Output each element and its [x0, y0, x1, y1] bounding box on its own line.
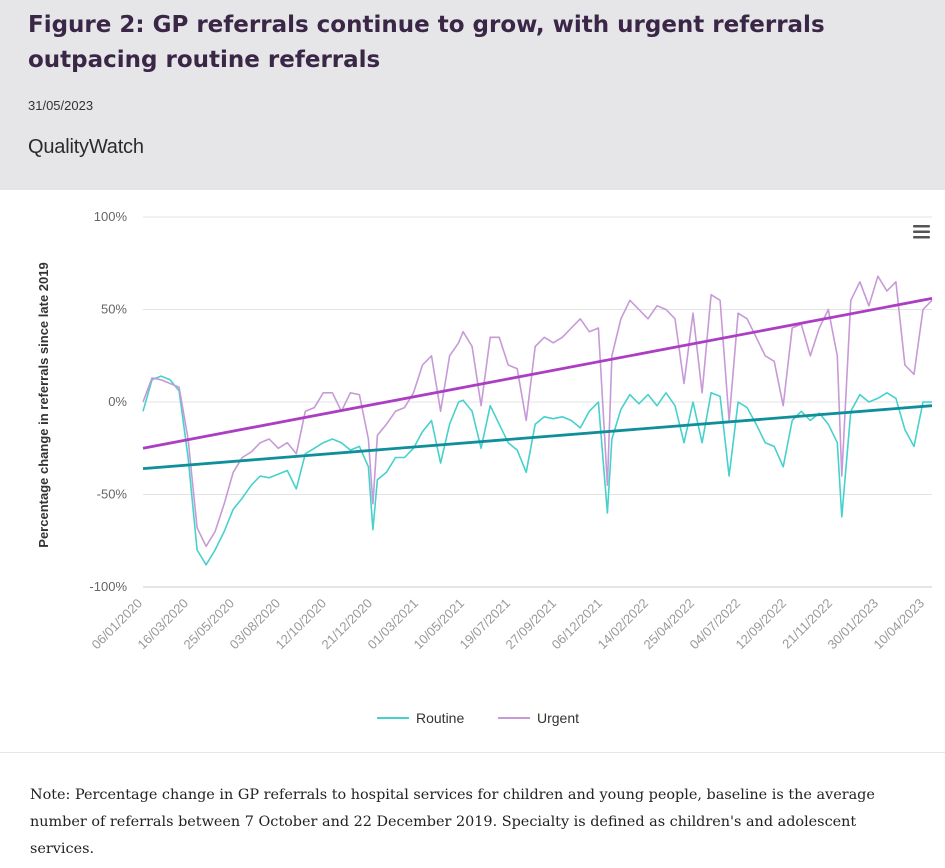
- brand-name: QualityWatch: [28, 136, 144, 158]
- page-title: Figure 2: GP referrals continue to grow,…: [28, 12, 825, 73]
- header-panel: Figure 2: GP referrals continue to grow,…: [0, 0, 945, 190]
- legend-label-urgent: Urgent: [537, 710, 579, 726]
- legend-item-routine[interactable]: Routine: [377, 710, 464, 726]
- divider: [0, 752, 945, 753]
- hamburger-menu-icon[interactable]: [910, 223, 932, 241]
- line-chart: 100% 50% 0% -50% -100% 06/01/202016/03/20202…: [36, 209, 933, 726]
- y-tick-label: 100%: [94, 209, 128, 224]
- trend-line-urgent: [142, 297, 933, 450]
- publish-date: 31/05/2023: [28, 98, 94, 113]
- x-axis-ticks: 06/01/202016/03/202025/05/202003/08/2020…: [88, 596, 927, 653]
- y-tick-label: 0%: [108, 394, 127, 409]
- legend-item-urgent[interactable]: Urgent: [498, 710, 579, 726]
- y-tick-label: -50%: [97, 487, 128, 502]
- y-axis-ticks: 100% 50% 0% -50% -100%: [89, 209, 127, 594]
- legend-label-routine: Routine: [416, 710, 464, 726]
- y-axis-label: Percentage change in referrals since lat…: [36, 262, 51, 547]
- y-tick-label: -100%: [89, 579, 127, 594]
- series-line-urgent[interactable]: [142, 275, 933, 548]
- y-tick-label: 50%: [101, 302, 127, 317]
- gridlines: [143, 216, 932, 588]
- chart-card: 100% 50% 0% -50% -100% 06/01/2020 16/03/2020 2…: [0, 190, 945, 753]
- series-line-routine[interactable]: [142, 375, 932, 566]
- trend-lines: [142, 297, 933, 470]
- chart-note: Note: Percentage change in GP referrals …: [30, 787, 875, 857]
- trend-line-routine: [142, 404, 933, 470]
- legend: Routine Urgent: [377, 710, 579, 726]
